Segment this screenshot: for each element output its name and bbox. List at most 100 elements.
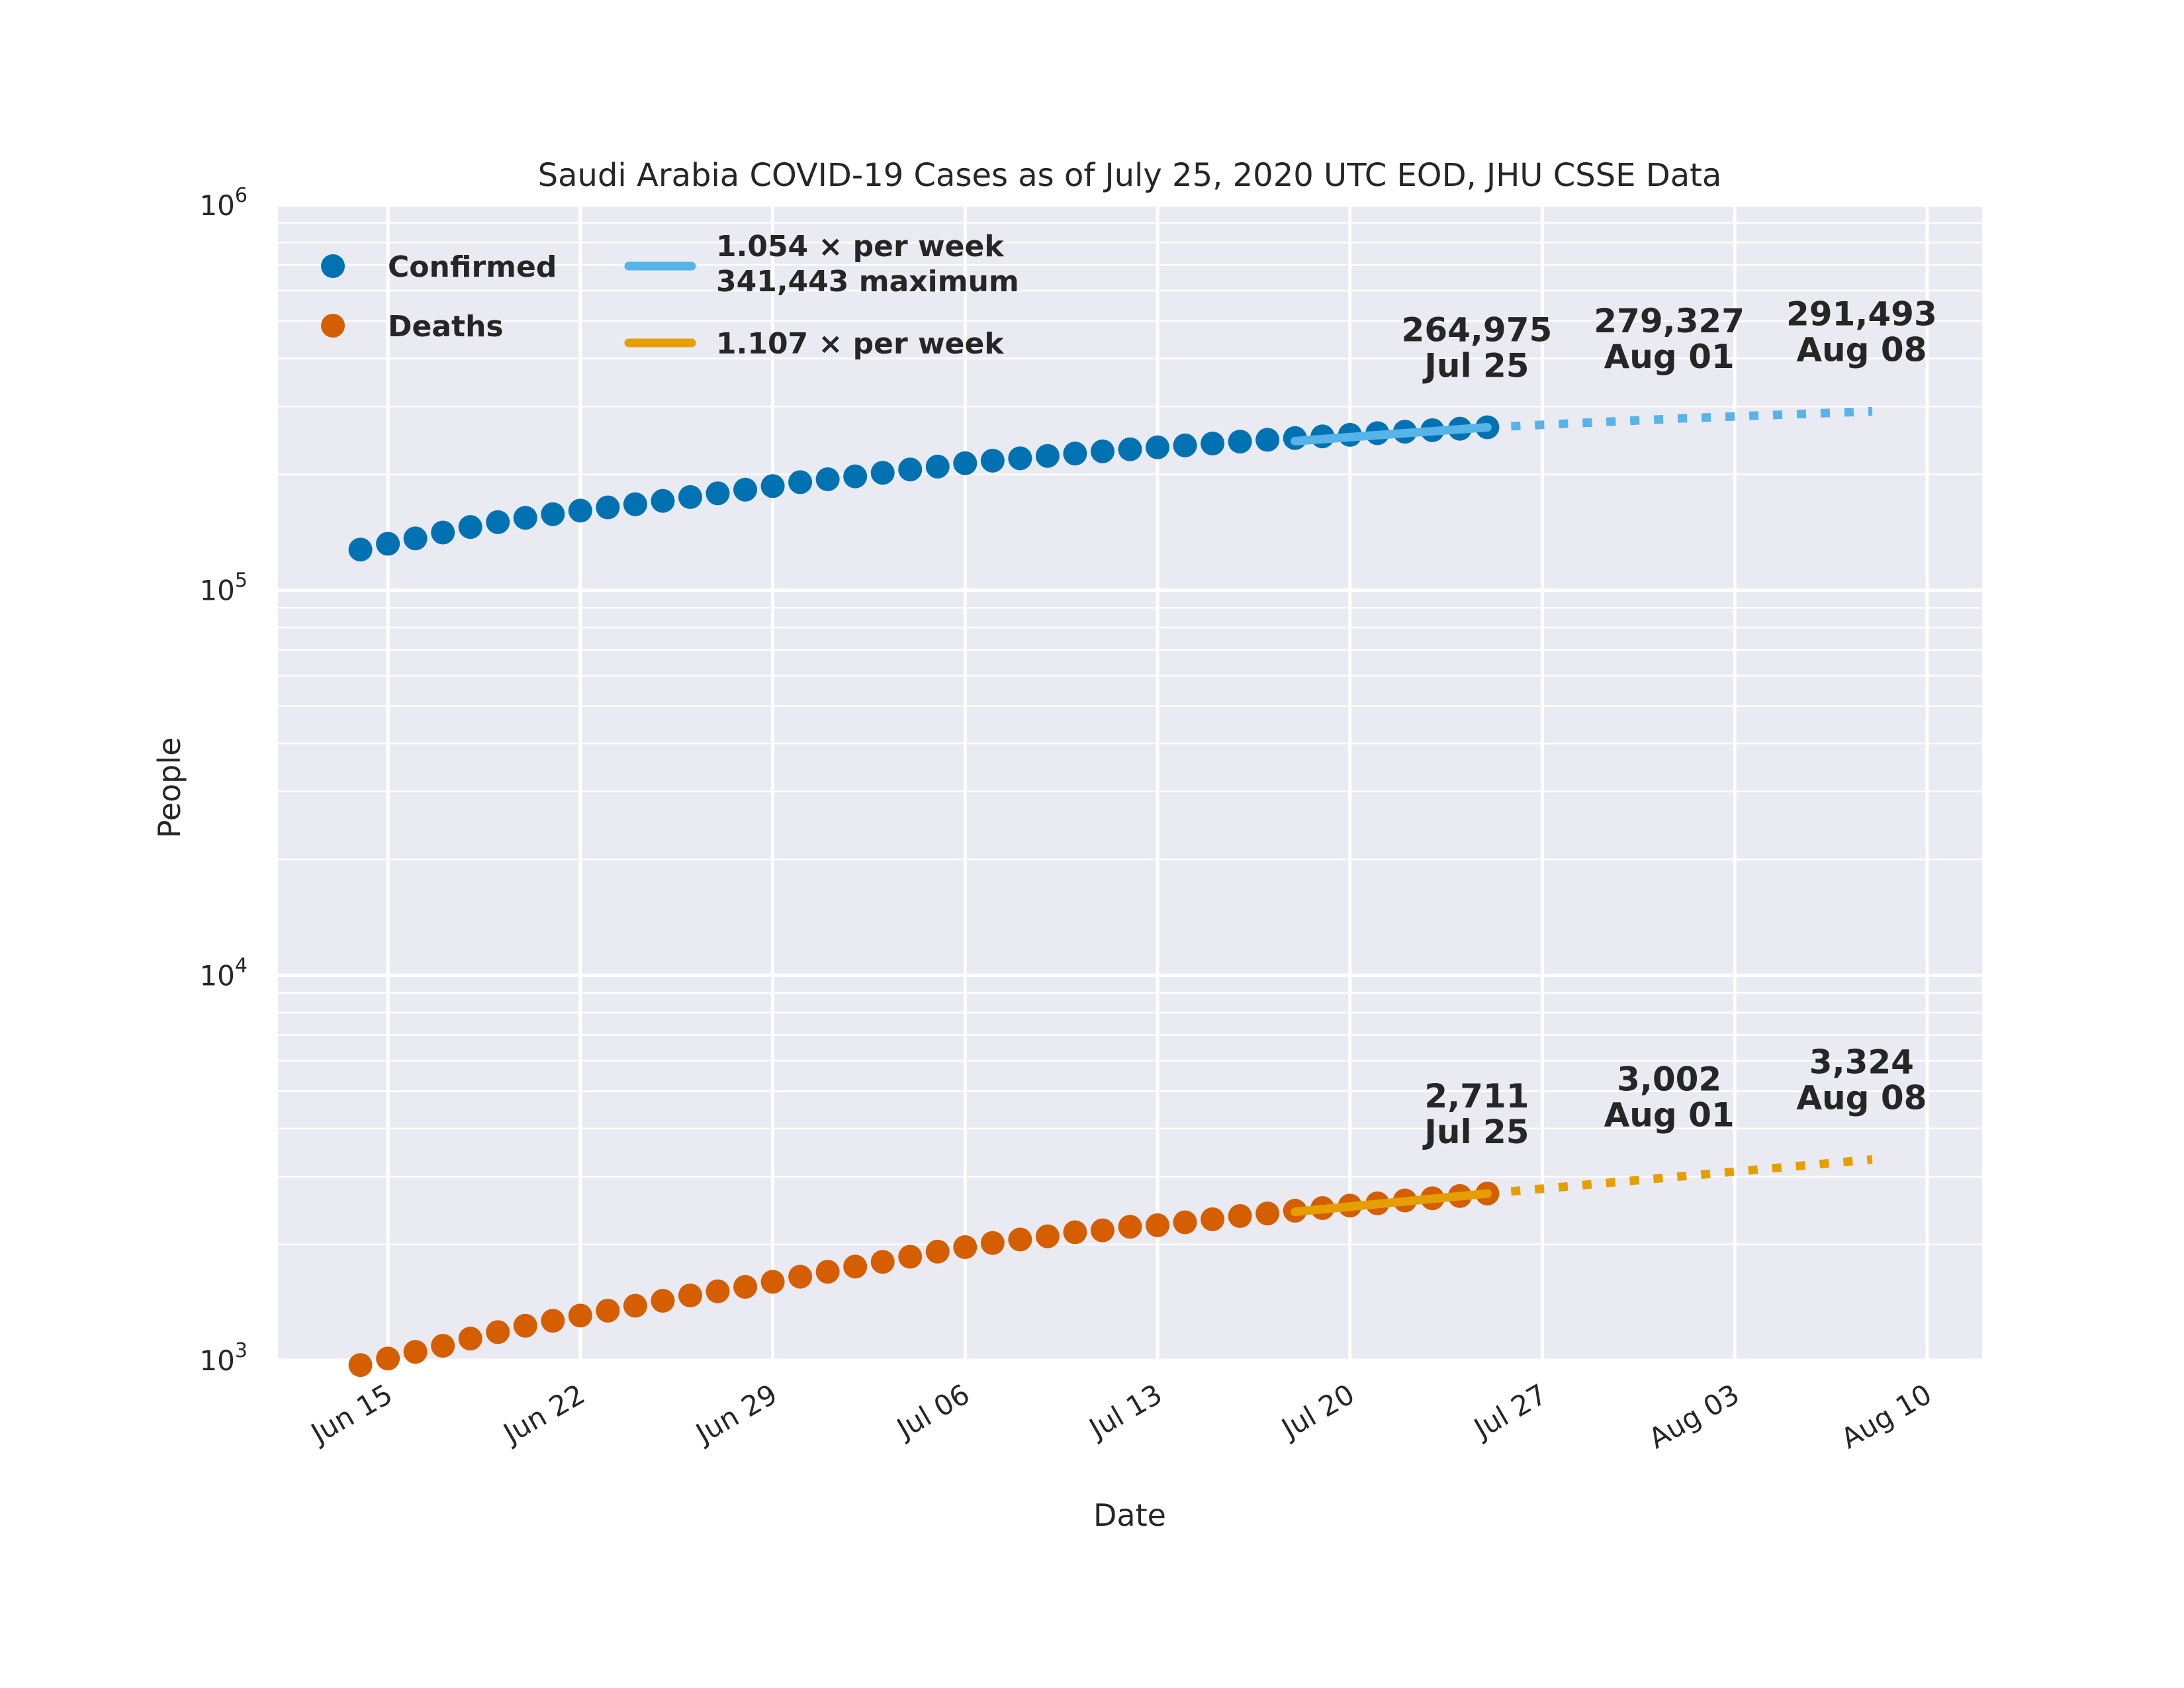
data-point-deaths <box>348 1353 373 1378</box>
fit-lines <box>1486 406 1873 1198</box>
data-point-confirmed <box>348 538 373 562</box>
fit-line <box>1291 423 1492 445</box>
data-point-confirmed <box>733 477 758 502</box>
annotation-value: 2,711 <box>1424 1077 1529 1115</box>
data-point-deaths <box>568 1303 592 1328</box>
annotation-date: Jul 25 <box>1422 347 1529 385</box>
annotation-value: 264,975 <box>1402 311 1553 350</box>
data-point-deaths <box>705 1279 730 1303</box>
data-point-deaths <box>815 1260 840 1284</box>
data-point-deaths <box>651 1288 675 1313</box>
y-tick-label: 103 <box>199 1339 248 1377</box>
annotation-date: Aug 08 <box>1796 330 1927 369</box>
data-point-confirmed <box>1118 437 1142 461</box>
data-point-deaths <box>1008 1227 1032 1252</box>
projection-line <box>1486 1155 1873 1198</box>
x-tick-label: Jul 20 <box>1275 1378 1360 1446</box>
annotation-date: Jul 25 <box>1422 1113 1529 1151</box>
x-tick-label: Aug 03 <box>1643 1378 1745 1455</box>
minor-grid <box>278 222 1982 1246</box>
data-point-confirmed <box>1228 430 1252 454</box>
chart-title: Saudi Arabia COVID-19 Cases as of July 2… <box>538 157 1722 194</box>
data-point-deaths <box>898 1244 923 1269</box>
y-axis-title: People <box>152 737 187 839</box>
data-point-deaths <box>843 1254 868 1279</box>
legend-label-deaths: Deaths <box>388 310 504 344</box>
data-point-deaths <box>980 1231 1005 1255</box>
data-point-confirmed <box>925 454 950 479</box>
data-point-deaths <box>513 1313 537 1338</box>
data-point-deaths <box>596 1298 620 1323</box>
x-tick-label: Jun 15 <box>304 1378 398 1450</box>
data-point-confirmed <box>953 451 978 475</box>
data-point-confirmed <box>623 492 647 516</box>
data-point-confirmed <box>1173 433 1197 457</box>
x-tick-label: Jul 27 <box>1467 1378 1553 1446</box>
legend-label-confirmed: Confirmed <box>388 250 557 284</box>
annotation-value: 279,327 <box>1594 302 1745 340</box>
annotation-value: 291,493 <box>1786 295 1937 333</box>
fit-solid-lines <box>1291 423 1492 1217</box>
data-point-deaths <box>788 1264 813 1289</box>
data-point-deaths <box>1090 1218 1115 1243</box>
data-point-deaths <box>1063 1220 1087 1244</box>
data-point-confirmed <box>678 485 702 509</box>
data-point-confirmed <box>1255 428 1280 452</box>
legend-fit-label: 1.054 × per week <box>716 230 1005 263</box>
data-point-deaths <box>458 1327 482 1351</box>
legend-marker-deaths <box>321 314 345 338</box>
x-tick-label: Jun 29 <box>689 1378 783 1450</box>
x-axis-title: Date <box>1093 1497 1166 1533</box>
data-point-deaths <box>376 1346 400 1371</box>
data-point-deaths <box>760 1270 785 1294</box>
data-point-confirmed <box>403 526 428 551</box>
annotation-date: Aug 08 <box>1796 1079 1927 1117</box>
data-point-confirmed <box>980 448 1005 473</box>
data-points <box>348 415 1500 1378</box>
data-point-confirmed <box>843 464 868 489</box>
x-tick-label: Aug 10 <box>1836 1378 1937 1455</box>
annotation-date: Aug 01 <box>1604 338 1735 376</box>
data-point-confirmed <box>1146 435 1170 459</box>
y-tick-label: 104 <box>199 954 248 992</box>
data-point-deaths <box>1118 1215 1142 1239</box>
data-point-confirmed <box>376 532 400 556</box>
data-point-deaths <box>1146 1213 1170 1237</box>
data-point-confirmed <box>1035 444 1060 468</box>
annotation-value: 3,324 <box>1809 1043 1914 1082</box>
data-point-deaths <box>953 1235 978 1259</box>
data-point-confirmed <box>1008 446 1032 471</box>
data-point-confirmed <box>458 515 482 539</box>
data-point-confirmed <box>870 461 895 485</box>
y-tick-label: 106 <box>199 184 248 222</box>
legend-fit-maximum: 341,443 maximum <box>716 265 1019 299</box>
data-point-deaths <box>541 1309 565 1333</box>
data-point-confirmed <box>760 474 785 498</box>
data-point-deaths <box>1201 1207 1225 1231</box>
x-tick-label: Jul 06 <box>889 1378 975 1446</box>
major-grid <box>278 203 1982 1362</box>
data-point-confirmed <box>1090 439 1115 463</box>
annotation-date: Aug 01 <box>1604 1096 1735 1134</box>
data-point-deaths <box>1255 1201 1280 1226</box>
data-point-confirmed <box>431 520 455 545</box>
projection-line <box>1487 406 1873 432</box>
data-point-confirmed <box>1063 442 1087 466</box>
data-point-deaths <box>1173 1210 1197 1235</box>
data-point-confirmed <box>513 506 537 530</box>
fit-line <box>1291 1189 1492 1217</box>
data-point-confirmed <box>486 510 510 534</box>
legend-marker-confirmed <box>321 254 345 278</box>
data-point-deaths <box>623 1293 647 1318</box>
data-point-deaths <box>678 1283 702 1307</box>
data-point-confirmed <box>705 481 730 506</box>
data-point-deaths <box>431 1333 455 1358</box>
x-tick-labels: Jun 15 Jun 22 Jun 29 Jul 06 Jul 13 Jul 20 Jul … <box>304 1378 1937 1455</box>
data-point-deaths <box>1228 1204 1252 1229</box>
data-point-confirmed <box>541 502 565 526</box>
y-tick-labels: 103 104 105 106 <box>199 184 248 1377</box>
data-point-confirmed <box>815 467 840 491</box>
